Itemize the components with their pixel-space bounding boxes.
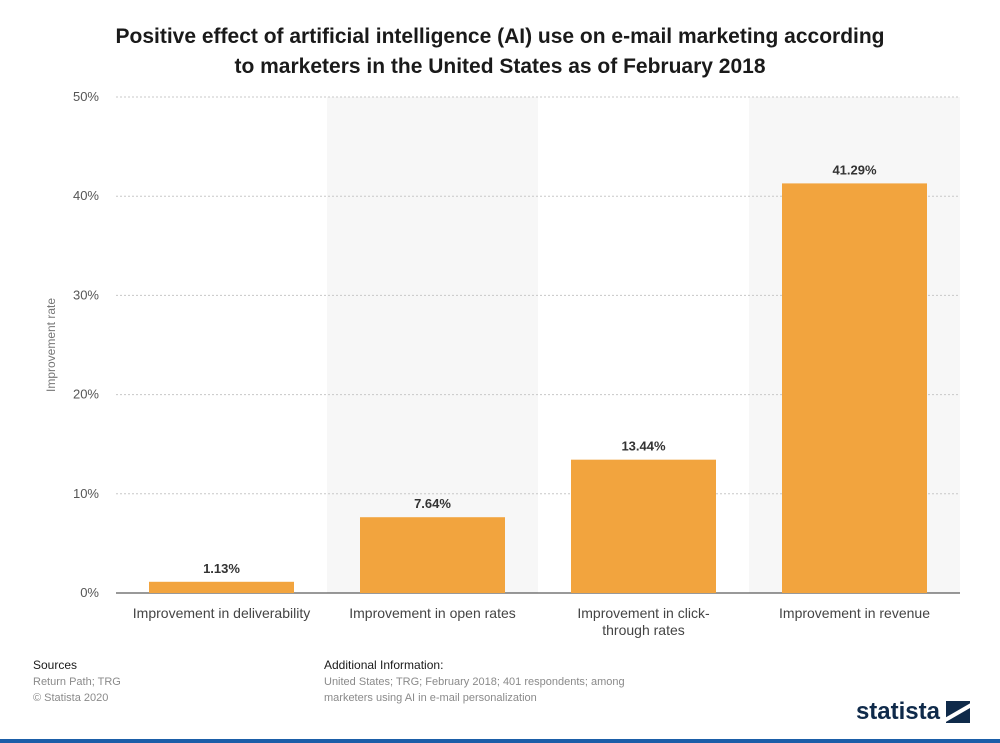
additional-info-line-2: marketers using AI in e-mail personaliza… [324, 692, 537, 704]
statista-logo[interactable]: statista [856, 698, 970, 726]
y-tick-label: 20% [73, 387, 99, 402]
sources-text: Return Path; TRG © Statista 2020 [33, 674, 121, 706]
x-category-label: through rates [602, 622, 685, 638]
bar [571, 459, 716, 593]
statista-logo-text: statista [855, 698, 940, 725]
bar [149, 581, 294, 593]
additional-info-text: United States; TRG; February 2018; 401 r… [324, 674, 625, 706]
statista-logo-icon [946, 701, 970, 723]
bar [782, 183, 927, 593]
bar-value-label: 1.13% [203, 561, 240, 576]
chart-title-line-2: to marketers in the United States as of … [234, 55, 766, 78]
y-axis-title: Improvement rate [44, 298, 58, 392]
chart-title-line-1: Positive effect of artificial intelligen… [115, 25, 885, 48]
sources-line-1: Return Path; TRG [33, 676, 121, 688]
y-tick-label: 0% [80, 585, 99, 600]
bar-value-label: 13.44% [621, 439, 666, 454]
y-tick-label: 10% [73, 486, 99, 501]
bar-value-label: 7.64% [414, 496, 451, 511]
copyright-line: © Statista 2020 [33, 692, 109, 704]
y-tick-label: 40% [73, 188, 99, 203]
bottom-accent-bar [0, 739, 1000, 743]
x-category-label: Improvement in revenue [779, 605, 930, 621]
y-tick-label: 30% [73, 287, 99, 302]
chart-title: Positive effect of artificial intelligen… [100, 22, 900, 82]
y-tick-label: 50% [73, 89, 99, 104]
bar [360, 517, 505, 593]
bar-value-label: 41.29% [832, 162, 877, 177]
plot-band [327, 97, 538, 593]
x-category-label: Improvement in open rates [349, 605, 516, 621]
x-category-label: Improvement in deliverability [133, 605, 310, 621]
additional-info-line-1: United States; TRG; February 2018; 401 r… [324, 676, 625, 688]
additional-info-heading: Additional Information: [324, 658, 444, 672]
bar-chart: 0% 10% 20% 30% 40% 50% Improvement rate 1.13% Im… [44, 89, 960, 638]
sources-heading: Sources [33, 658, 78, 672]
x-category-label: Improvement in click- [577, 605, 710, 621]
